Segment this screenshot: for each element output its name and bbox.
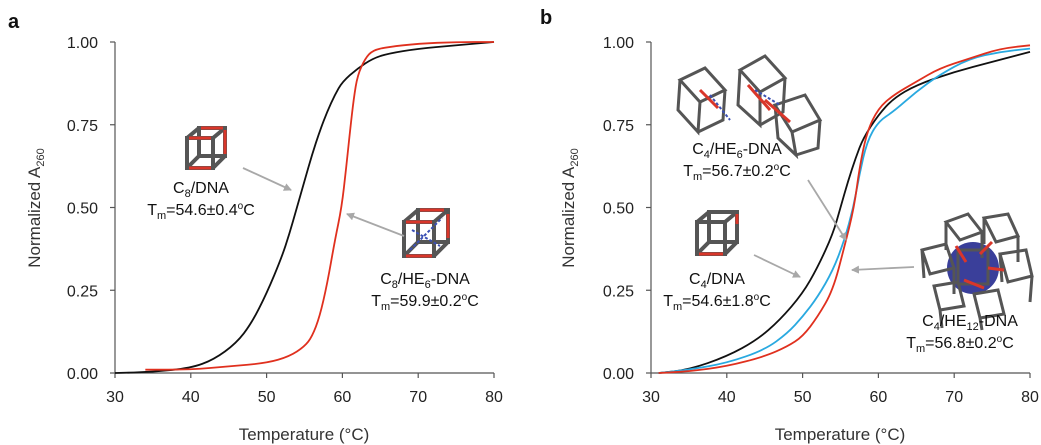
c4-he12-dna-cluster-icon (920, 212, 1034, 331)
panel-b: b 0.00 0.25 0.50 0.75 1.00 30 40 50 60 70 80 Temp… (540, 7, 1039, 444)
c4-he12-dna-arrow (851, 265, 915, 274)
panel-a-x-ticks: 30 40 50 60 70 80 (106, 373, 503, 406)
panel-b-x-axis-label: Temperature (°C) (775, 425, 906, 444)
c4-he6-dna-arrow (807, 179, 847, 241)
c4-he6-dna-tm: Tm=56.7±0.2oC (683, 162, 791, 183)
panel-a-label: a (8, 11, 20, 33)
y-tick-label: 0.75 (67, 118, 98, 135)
panel-b-y-axis-label: Normalized A260 (559, 148, 581, 267)
x-tick-label: 70 (945, 389, 963, 406)
c8-dna-cube-icon (185, 126, 227, 170)
y-tick-label: 0.50 (603, 201, 634, 218)
x-tick-label: 30 (106, 389, 124, 406)
c4-dna-label: C4/DNA (689, 271, 745, 291)
c4-dna-arrow (753, 254, 801, 278)
y-tick-label: 0.75 (603, 118, 634, 135)
panel-b-y-ticks: 0.00 0.25 0.50 0.75 1.00 (603, 35, 651, 383)
x-tick-label: 50 (258, 389, 276, 406)
y-tick-label: 1.00 (603, 35, 634, 52)
panel-a-x-axis-label: Temperature (°C) (239, 425, 370, 444)
x-tick-label: 70 (409, 389, 427, 406)
x-tick-label: 50 (794, 389, 812, 406)
x-tick-label: 80 (485, 389, 503, 406)
y-tick-label: 0.00 (67, 366, 98, 383)
panel-a-series (114, 41, 495, 374)
panel-a: a 0.00 0.25 0.50 0.75 1.00 30 40 50 60 70 80 Temp… (8, 11, 503, 444)
x-tick-label: 40 (182, 389, 200, 406)
c8-dna-arrow (242, 167, 292, 191)
panel-a-y-ticks: 0.00 0.25 0.50 0.75 1.00 (67, 35, 115, 383)
panel-a-series-line-1 (145, 41, 494, 371)
x-tick-label: 60 (870, 389, 888, 406)
x-tick-label: 60 (334, 389, 352, 406)
x-tick-label: 30 (642, 389, 660, 406)
c4-he6-dna-label: C4/HE6-DNA (692, 141, 782, 161)
panel-b-label: b (540, 7, 552, 29)
y-tick-label: 0.50 (67, 201, 98, 218)
panel-b-series-line-1 (658, 47, 1031, 374)
c4-dna-tm: Tm=54.6±1.8oC (663, 292, 771, 313)
c4-dna-cube-icon (695, 210, 739, 256)
panel-a-y-axis-label: Normalized A260 (25, 148, 47, 267)
c8-he6-dna-label: C8/HE6-DNA (380, 271, 470, 291)
y-tick-label: 0.25 (67, 283, 98, 300)
c4-he6-dna-cluster-icon (676, 54, 823, 160)
panel-b-series-line-2 (658, 44, 1031, 374)
x-tick-label: 80 (1021, 389, 1039, 406)
c4-he12-dna-tm: Tm=56.8±0.2oC (906, 334, 1014, 355)
y-tick-label: 0.00 (603, 366, 634, 383)
panel-b-x-ticks: 30 40 50 60 70 80 (642, 373, 1039, 406)
c8-he6-dna-tm: Tm=59.9±0.2oC (371, 292, 479, 313)
c8-dna-tm: Tm=54.6±0.4oC (147, 201, 255, 222)
c4-he12-dna-label: C4/HE12-DNA (922, 313, 1018, 333)
panel-b-series-line-0 (658, 51, 1031, 374)
c8-dna-label: C8/DNA (173, 180, 229, 200)
panel-a-series-line-0 (114, 41, 495, 374)
c8-he6-dna-cube-icon (402, 208, 450, 258)
y-tick-label: 0.25 (603, 283, 634, 300)
c8-he6-dna-arrow (346, 212, 405, 237)
x-tick-label: 40 (718, 389, 736, 406)
y-tick-label: 1.00 (67, 35, 98, 52)
panel-b-series (658, 44, 1031, 374)
